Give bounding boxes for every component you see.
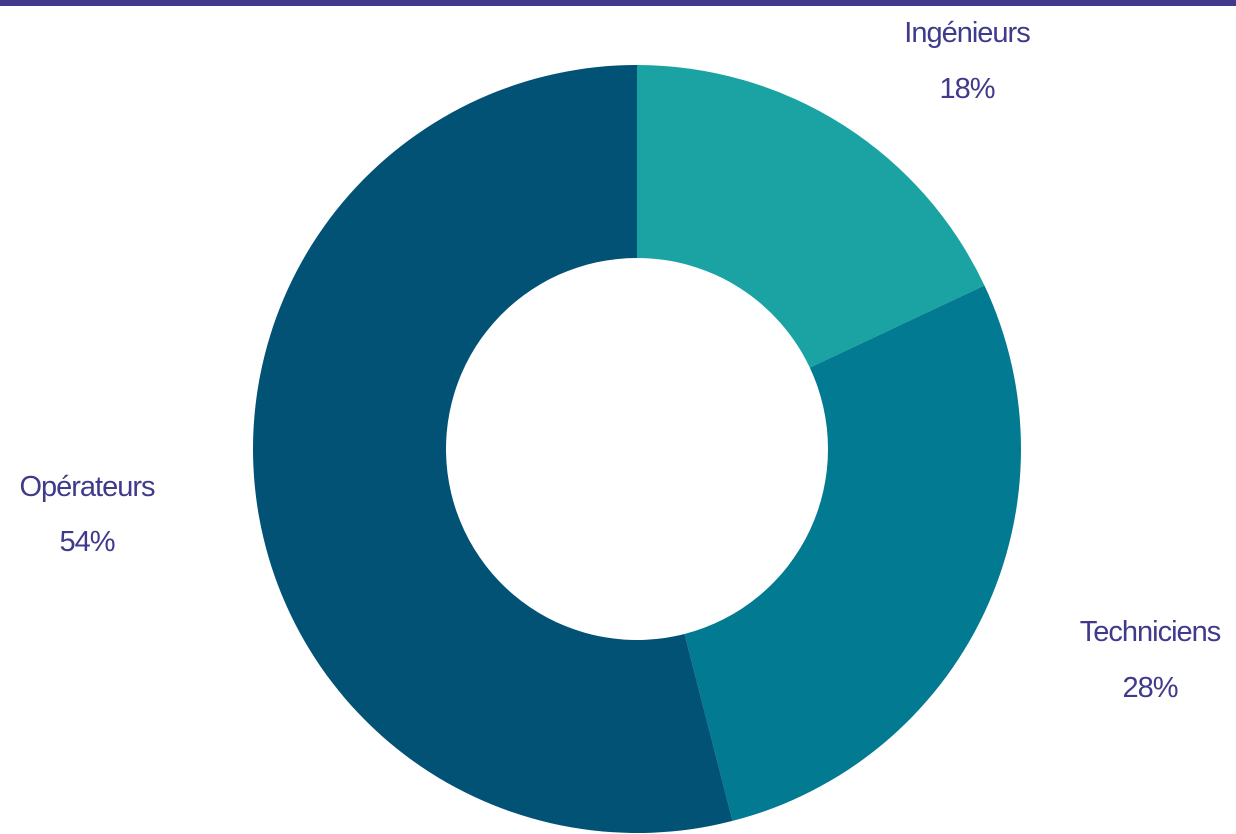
value-label-ingenieurs: 18% xyxy=(939,73,994,105)
value-label-techniciens: 28% xyxy=(1122,672,1177,704)
category-label-ingenieurs: Ingénieurs xyxy=(904,17,1030,49)
value-label-operateurs: 54% xyxy=(59,526,114,558)
slice-ingenieurs xyxy=(637,65,985,368)
slice-techniciens xyxy=(684,285,1021,821)
top-accent-bar xyxy=(0,0,1236,6)
slice-label-techniciens: Techniciens 28% xyxy=(1080,616,1222,704)
slice-label-ingenieurs: Ingénieurs 18% xyxy=(904,17,1031,105)
slice-operateurs xyxy=(253,65,733,833)
donut-slices xyxy=(253,65,1021,833)
slice-label-operateurs: Opérateurs 54% xyxy=(19,471,156,558)
category-label-operateurs: Opérateurs xyxy=(19,471,155,503)
category-label-techniciens: Techniciens xyxy=(1080,616,1221,648)
